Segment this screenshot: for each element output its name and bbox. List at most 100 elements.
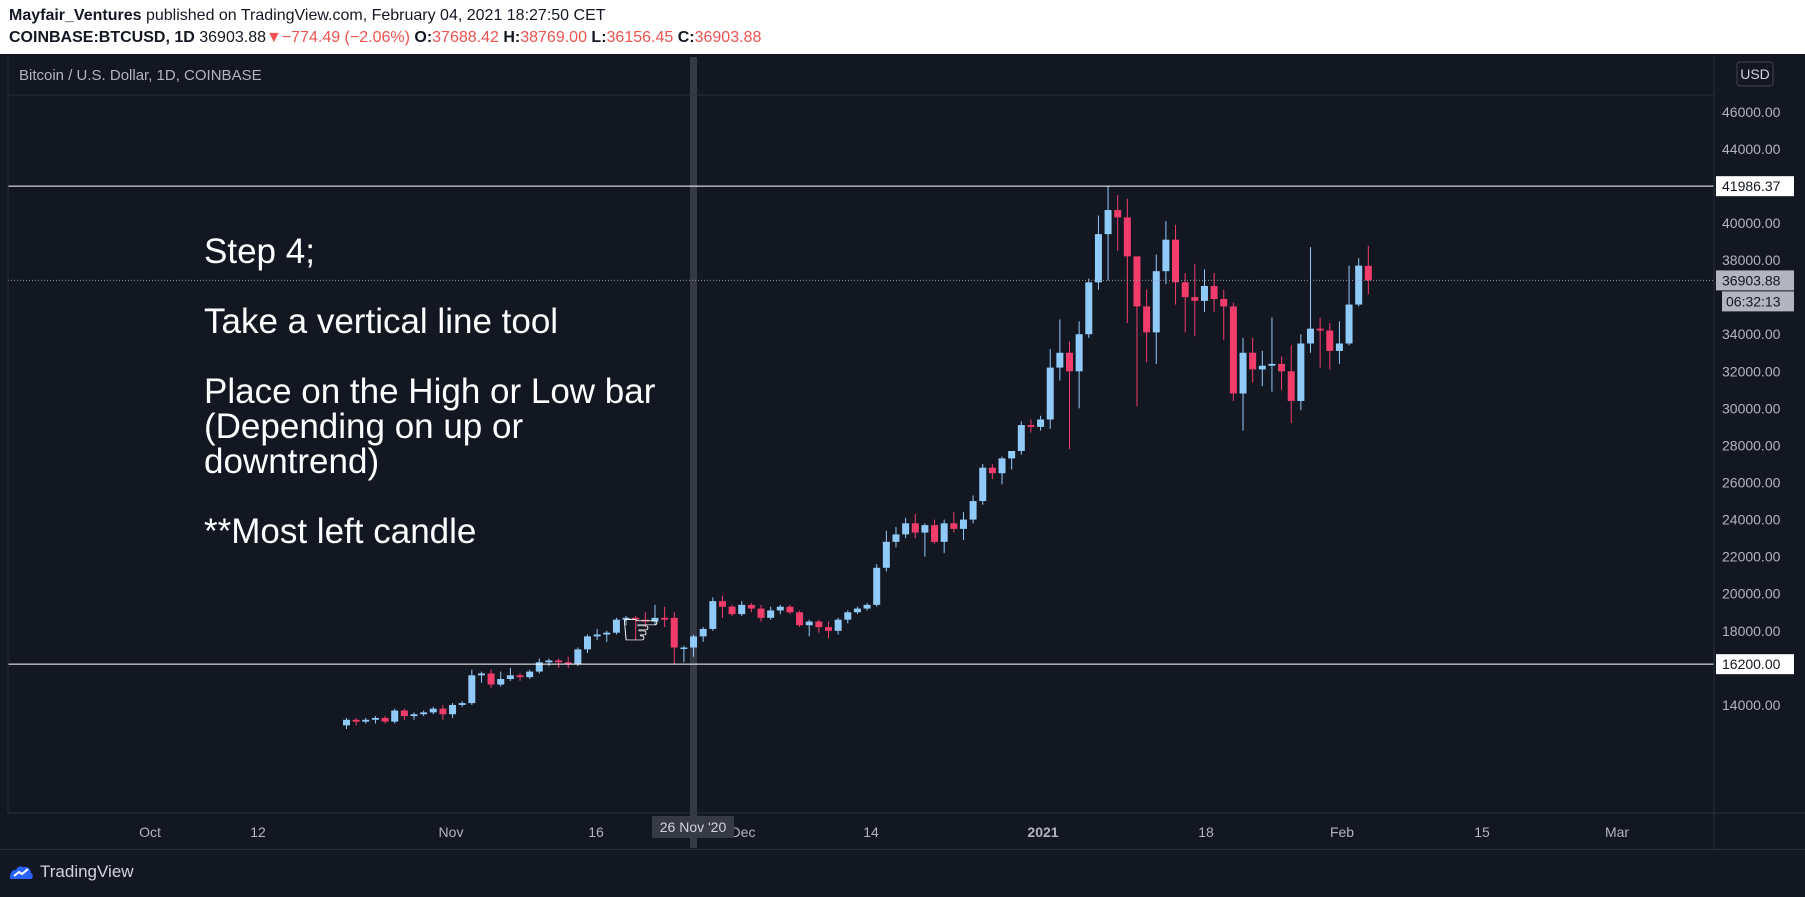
candle-body <box>1133 256 1141 307</box>
candle <box>699 627 707 642</box>
candle-body <box>439 708 447 715</box>
candle <box>728 604 736 616</box>
candle-body <box>564 662 572 665</box>
candle-body <box>622 617 630 620</box>
candle-body <box>612 619 620 633</box>
annotation-line2[interactable]: Place on the High or Low bar (Depending … <box>204 372 656 481</box>
hline-price-label: 16200.00 <box>1722 656 1781 672</box>
candle <box>429 706 437 715</box>
candle-body <box>863 604 871 609</box>
annotation-step[interactable]: Step 4; <box>204 232 315 271</box>
candle <box>1094 215 1102 290</box>
candle <box>1104 186 1112 281</box>
candle-body <box>371 717 379 720</box>
candle <box>603 630 611 642</box>
x-tick-label: Feb <box>1330 824 1354 840</box>
candle-body <box>969 501 977 520</box>
candle-body <box>506 675 514 680</box>
candle-body <box>786 606 794 613</box>
candle-body <box>940 523 948 542</box>
price-chart[interactable]: 14000.0016000.0018000.0020000.0022000.00… <box>0 54 1805 849</box>
candle-body <box>1335 343 1343 351</box>
candle-series <box>343 186 1372 730</box>
candle-body <box>1297 343 1305 401</box>
candle <box>1037 415 1045 431</box>
author-name[interactable]: Mayfair_Ventures <box>9 7 142 24</box>
last-price-label: 36903.88 <box>1722 272 1781 288</box>
candle-body <box>1326 330 1334 351</box>
candle-body <box>1200 286 1208 301</box>
y-tick-label: 32000.00 <box>1722 363 1781 379</box>
candle-body <box>545 660 553 663</box>
candle <box>738 601 746 616</box>
candle-body <box>555 660 563 663</box>
candle-body <box>1287 371 1295 401</box>
candle-body <box>882 541 890 568</box>
candle <box>931 519 939 544</box>
candle <box>622 615 630 626</box>
candle <box>1249 337 1257 383</box>
candle <box>1239 337 1247 431</box>
candle-body <box>959 519 967 529</box>
annotation-line3[interactable]: **Most left candle <box>204 512 477 551</box>
annotation-line1[interactable]: Take a vertical line tool <box>204 302 559 341</box>
y-tick-label: 22000.00 <box>1722 549 1781 565</box>
candle <box>420 710 428 717</box>
candle-body <box>1104 210 1112 235</box>
currency-badge-box[interactable] <box>1736 61 1774 87</box>
candle <box>1335 321 1343 364</box>
candle <box>969 495 977 524</box>
time-axis[interactable]: Oct 12 Nov 16 Dec 14 2021 18 Feb 15 Mar 26 Nov '20 <box>139 816 1629 840</box>
candle-body <box>805 621 813 626</box>
candle <box>1268 317 1276 392</box>
candle-body <box>738 604 746 615</box>
y-tick-label: 44000.00 <box>1722 141 1781 157</box>
candle-body <box>449 704 457 715</box>
candle-body <box>535 662 543 672</box>
vertical-line-tool[interactable] <box>690 57 697 848</box>
candle <box>439 704 447 720</box>
candle-body <box>1278 363 1286 372</box>
candle <box>574 647 582 667</box>
candle <box>1258 350 1266 387</box>
candle-body <box>1220 299 1228 307</box>
candle <box>1143 289 1151 363</box>
pointing-hand-icon[interactable]: ☞ <box>620 603 662 655</box>
footer-brand[interactable]: TradingView <box>40 862 134 881</box>
candle-body <box>757 608 765 618</box>
candle <box>882 530 890 572</box>
candle-body <box>584 636 591 650</box>
candle <box>487 669 495 689</box>
candle <box>747 603 755 613</box>
candle-body <box>641 619 649 622</box>
candle <box>391 708 399 724</box>
candle-body <box>747 604 755 609</box>
y-tick-label: 24000.00 <box>1722 512 1781 528</box>
candle-body <box>651 617 659 622</box>
candle <box>805 619 813 637</box>
candle-body <box>487 673 495 685</box>
candle <box>680 645 688 663</box>
candle <box>1200 269 1208 312</box>
candle <box>834 617 842 635</box>
candle-body <box>1046 367 1054 420</box>
candle <box>400 708 408 720</box>
candle-body <box>661 617 669 620</box>
candle <box>1008 451 1016 470</box>
high-value: 38769.00 <box>520 29 587 46</box>
candle-body <box>1143 306 1151 333</box>
y-tick-label: 28000.00 <box>1722 437 1781 453</box>
candle-body <box>1027 425 1035 427</box>
candle <box>940 519 948 553</box>
candle <box>757 604 765 622</box>
candle <box>381 716 389 724</box>
candle <box>767 606 775 620</box>
high-label: H: <box>503 29 521 46</box>
candle <box>1191 263 1199 337</box>
candle <box>786 604 794 615</box>
candle <box>950 512 958 533</box>
price-change: −774.49 (−2.06%) <box>281 29 410 46</box>
candle <box>902 517 910 539</box>
x-tick-label: 18 <box>1198 824 1214 840</box>
candle <box>661 606 669 628</box>
